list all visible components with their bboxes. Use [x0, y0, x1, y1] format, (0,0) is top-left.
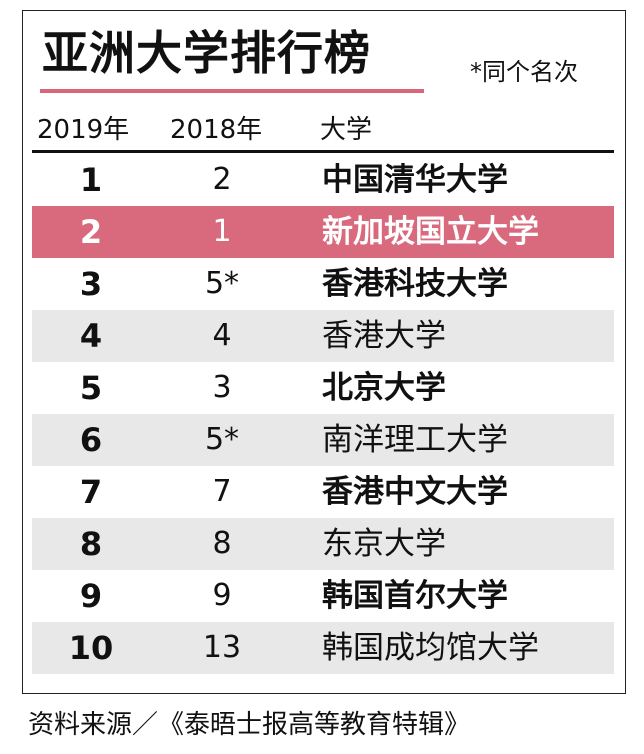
rank-2018: 9 [212, 578, 232, 613]
table-row-highlighted: 2 1 新加坡国立大学 [32, 206, 614, 258]
rank-2018: 2 [212, 162, 232, 197]
tie-note: *同个名次 [470, 58, 578, 86]
university-name: 香港中文大学 [322, 474, 508, 510]
table-header: 2019年 2018年 大学 [0, 110, 644, 150]
header-2019: 2019年 [37, 115, 130, 145]
ranking-table: 1 2 中国清华大学 2 1 新加坡国立大学 3 5* 香港科技大学 4 4 香… [32, 154, 614, 674]
table-row: 9 9 韩国首尔大学 [32, 570, 614, 622]
university-name: 南洋理工大学 [322, 422, 508, 458]
rank-2018: 8 [212, 526, 232, 561]
rank-2019: 9 [79, 577, 103, 615]
university-name: 香港大学 [322, 318, 446, 354]
header-2018: 2018年 [170, 115, 263, 145]
rank-2019: 10 [68, 629, 114, 667]
page-title: 亚洲大学排行榜 [42, 26, 371, 80]
rank-2019: 2 [79, 213, 103, 251]
rank-2019: 1 [79, 161, 103, 199]
university-name: 中国清华大学 [322, 162, 508, 198]
rank-2018: 3 [212, 370, 232, 405]
rank-2019: 5 [79, 369, 103, 407]
rank-2018: 1 [212, 214, 232, 249]
table-row: 5 3 北京大学 [32, 362, 614, 414]
table-row: 7 7 香港中文大学 [32, 466, 614, 518]
table-row: 1 2 中国清华大学 [32, 154, 614, 206]
rank-2019: 6 [79, 421, 103, 459]
rank-2018: 5* [204, 266, 240, 301]
title-underline [40, 89, 424, 93]
rank-2019: 4 [79, 317, 103, 355]
rank-2018: 7 [212, 474, 232, 509]
rank-2018: 5* [204, 422, 240, 457]
table-row: 4 4 香港大学 [32, 310, 614, 362]
rank-2018: 4 [212, 318, 232, 353]
header-university: 大学 [320, 115, 373, 145]
table-row: 3 5* 香港科技大学 [32, 258, 614, 310]
university-name: 韩国成均馆大学 [322, 630, 539, 666]
university-name: 新加坡国立大学 [322, 214, 539, 250]
rank-2019: 7 [79, 473, 103, 511]
table-frame [22, 10, 626, 694]
table-row: 8 8 东京大学 [32, 518, 614, 570]
table-row: 10 13 韩国成均馆大学 [32, 622, 614, 674]
rank-2019: 8 [79, 525, 103, 563]
university-name: 香港科技大学 [322, 266, 508, 302]
source-credit: 资料来源／《泰晤士报高等教育特辑》 [28, 710, 471, 740]
university-name: 韩国首尔大学 [322, 578, 508, 614]
university-name: 东京大学 [322, 526, 446, 562]
university-name: 北京大学 [322, 370, 446, 406]
header-rule [32, 150, 614, 153]
rank-2019: 3 [79, 265, 103, 303]
rank-2018: 13 [202, 630, 242, 665]
table-row: 6 5* 南洋理工大学 [32, 414, 614, 466]
